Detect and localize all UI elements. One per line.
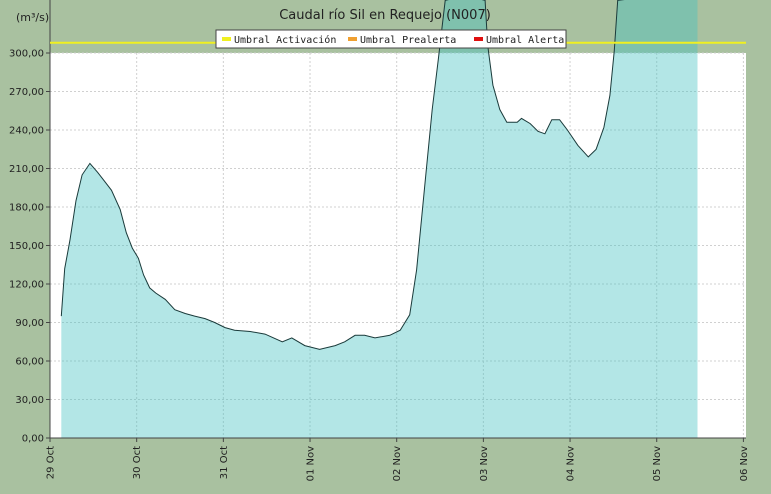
y-tick-label: 300,00 bbox=[9, 49, 44, 60]
area-fill bbox=[61, 0, 698, 438]
legend-box bbox=[215, 29, 567, 49]
y-tick-label: 210,00 bbox=[9, 164, 44, 175]
y-tick-label: 120,00 bbox=[9, 280, 44, 291]
legend-swatch bbox=[222, 37, 231, 41]
area-line bbox=[60, 0, 625, 350]
x-tick-label: 29 Oct bbox=[46, 446, 57, 479]
x-tick-label: 03 Nov bbox=[479, 446, 490, 482]
legend-label: Umbral Activación bbox=[234, 34, 336, 46]
legend-swatch bbox=[348, 37, 357, 41]
chart-title: Caudal río Sil en Requejo (N007) bbox=[279, 8, 491, 23]
x-tick-label: 06 Nov bbox=[739, 446, 750, 482]
legend-swatch bbox=[474, 37, 483, 41]
y-tick-label: 30,00 bbox=[15, 395, 44, 406]
x-tick-label: 31 Oct bbox=[219, 446, 230, 479]
x-tick-label: 04 Nov bbox=[566, 446, 577, 482]
y-tick-label: 150,00 bbox=[9, 241, 44, 252]
y-tick-label: 240,00 bbox=[9, 126, 44, 137]
x-tick-label: 01 Nov bbox=[306, 446, 317, 482]
y-tick-label: 0,00 bbox=[22, 434, 44, 445]
legend-label: Umbral Alerta bbox=[486, 35, 564, 46]
legend-label: Umbral Prealerta bbox=[360, 35, 456, 46]
y-axis-label: (m³/s) bbox=[16, 11, 49, 24]
y-tick-label: 60,00 bbox=[15, 357, 44, 368]
x-tick-label: 02 Nov bbox=[392, 446, 403, 482]
x-tick-label: 30 Oct bbox=[132, 446, 143, 479]
x-tick-label: 05 Nov bbox=[652, 446, 663, 482]
y-tick-label: 90,00 bbox=[15, 318, 44, 329]
y-tick-label: 270,00 bbox=[9, 87, 44, 98]
y-tick-label: 180,00 bbox=[9, 203, 44, 214]
